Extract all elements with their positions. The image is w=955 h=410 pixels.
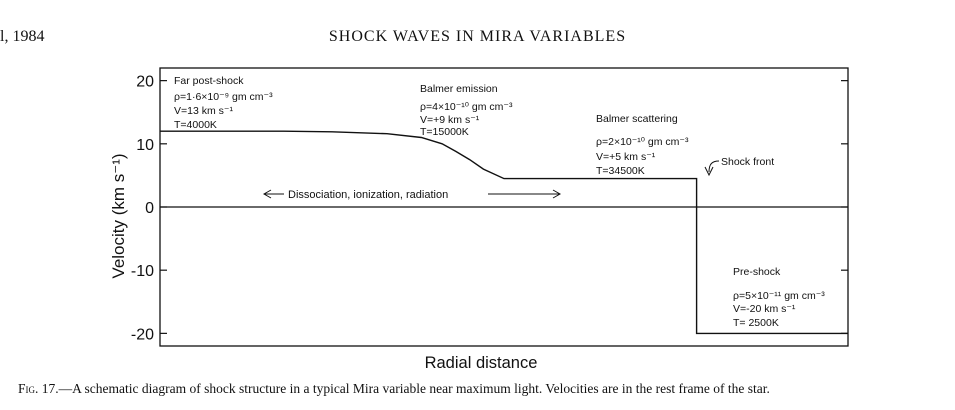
shock-front-label: Shock front [721,156,774,168]
dissociation-arrowhead-right [552,189,562,199]
annotation-shock-front: Shock front [704,156,774,177]
running-head-left: l, 1984 [0,28,45,45]
balmer-emission-t: T=15000K [420,126,469,138]
annotation-balmer-emission: Balmer emission ρ=4×10⁻¹⁰ gm cm⁻³ V=+9 k… [420,83,513,138]
balmer-emission-rho: ρ=4×10⁻¹⁰ gm cm⁻³ [420,101,513,113]
y-tick-label: -20 [131,326,154,343]
figure-caption: Fig. 17.—A schematic diagram of shock st… [18,381,770,397]
shock-front-arrowhead [704,166,714,177]
annotation-dissociation: Dissociation, ionization, radiation [262,189,562,201]
balmer-scattering-v: V=+5 km s⁻¹ [596,151,656,163]
balmer-emission-v: V=+9 km s⁻¹ [420,114,480,126]
balmer-scattering-t: T=34500K [596,165,645,177]
x-axis-label: Radial distance [425,354,538,372]
annotation-far-post-shock: Far post-shock ρ=1·6×10⁻⁹ gm cm⁻³ V=13 k… [174,75,273,131]
pre-shock-label: Pre-shock [733,266,781,278]
dissociation-label: Dissociation, ionization, radiation [288,189,448,201]
annotation-balmer-scattering: Balmer scattering ρ=2×10⁻¹⁰ gm cm⁻³ V=+5… [596,113,689,177]
pre-shock-rho: ρ=5×10⁻¹¹ gm cm⁻³ [733,290,825,302]
running-head-title: SHOCK WAVES IN MIRA VARIABLES [328,28,627,45]
far-post-shock-v: V=13 km s⁻¹ [174,105,233,117]
pre-shock-v: V=-20 km s⁻¹ [733,303,796,315]
figure-caption-label: Fig. 17. [18,381,59,396]
far-post-shock-t: T=4000K [174,119,217,131]
y-tick-label: 20 [136,74,154,91]
y-tick-label: 0 [145,200,154,217]
far-post-shock-rho: ρ=1·6×10⁻⁹ gm cm⁻³ [174,91,273,103]
far-post-shock-label: Far post-shock [174,75,244,87]
y-axis-label: Velocity (km s⁻¹) [109,153,128,278]
pre-shock-t: T= 2500K [733,317,779,329]
figure-caption-text: —A schematic diagram of shock structure … [58,381,770,396]
balmer-emission-label: Balmer emission [420,83,498,95]
y-tick-label: 10 [136,137,154,154]
y-tick-label: -10 [131,263,154,280]
balmer-scattering-rho: ρ=2×10⁻¹⁰ gm cm⁻³ [596,136,689,148]
annotation-pre-shock: Pre-shock ρ=5×10⁻¹¹ gm cm⁻³ V=-20 km s⁻¹… [733,266,825,329]
velocity-profile-line [160,130,848,335]
balmer-scattering-label: Balmer scattering [596,113,678,125]
shock-front-arrow [708,160,720,173]
dissociation-arrowhead-left [262,189,272,199]
